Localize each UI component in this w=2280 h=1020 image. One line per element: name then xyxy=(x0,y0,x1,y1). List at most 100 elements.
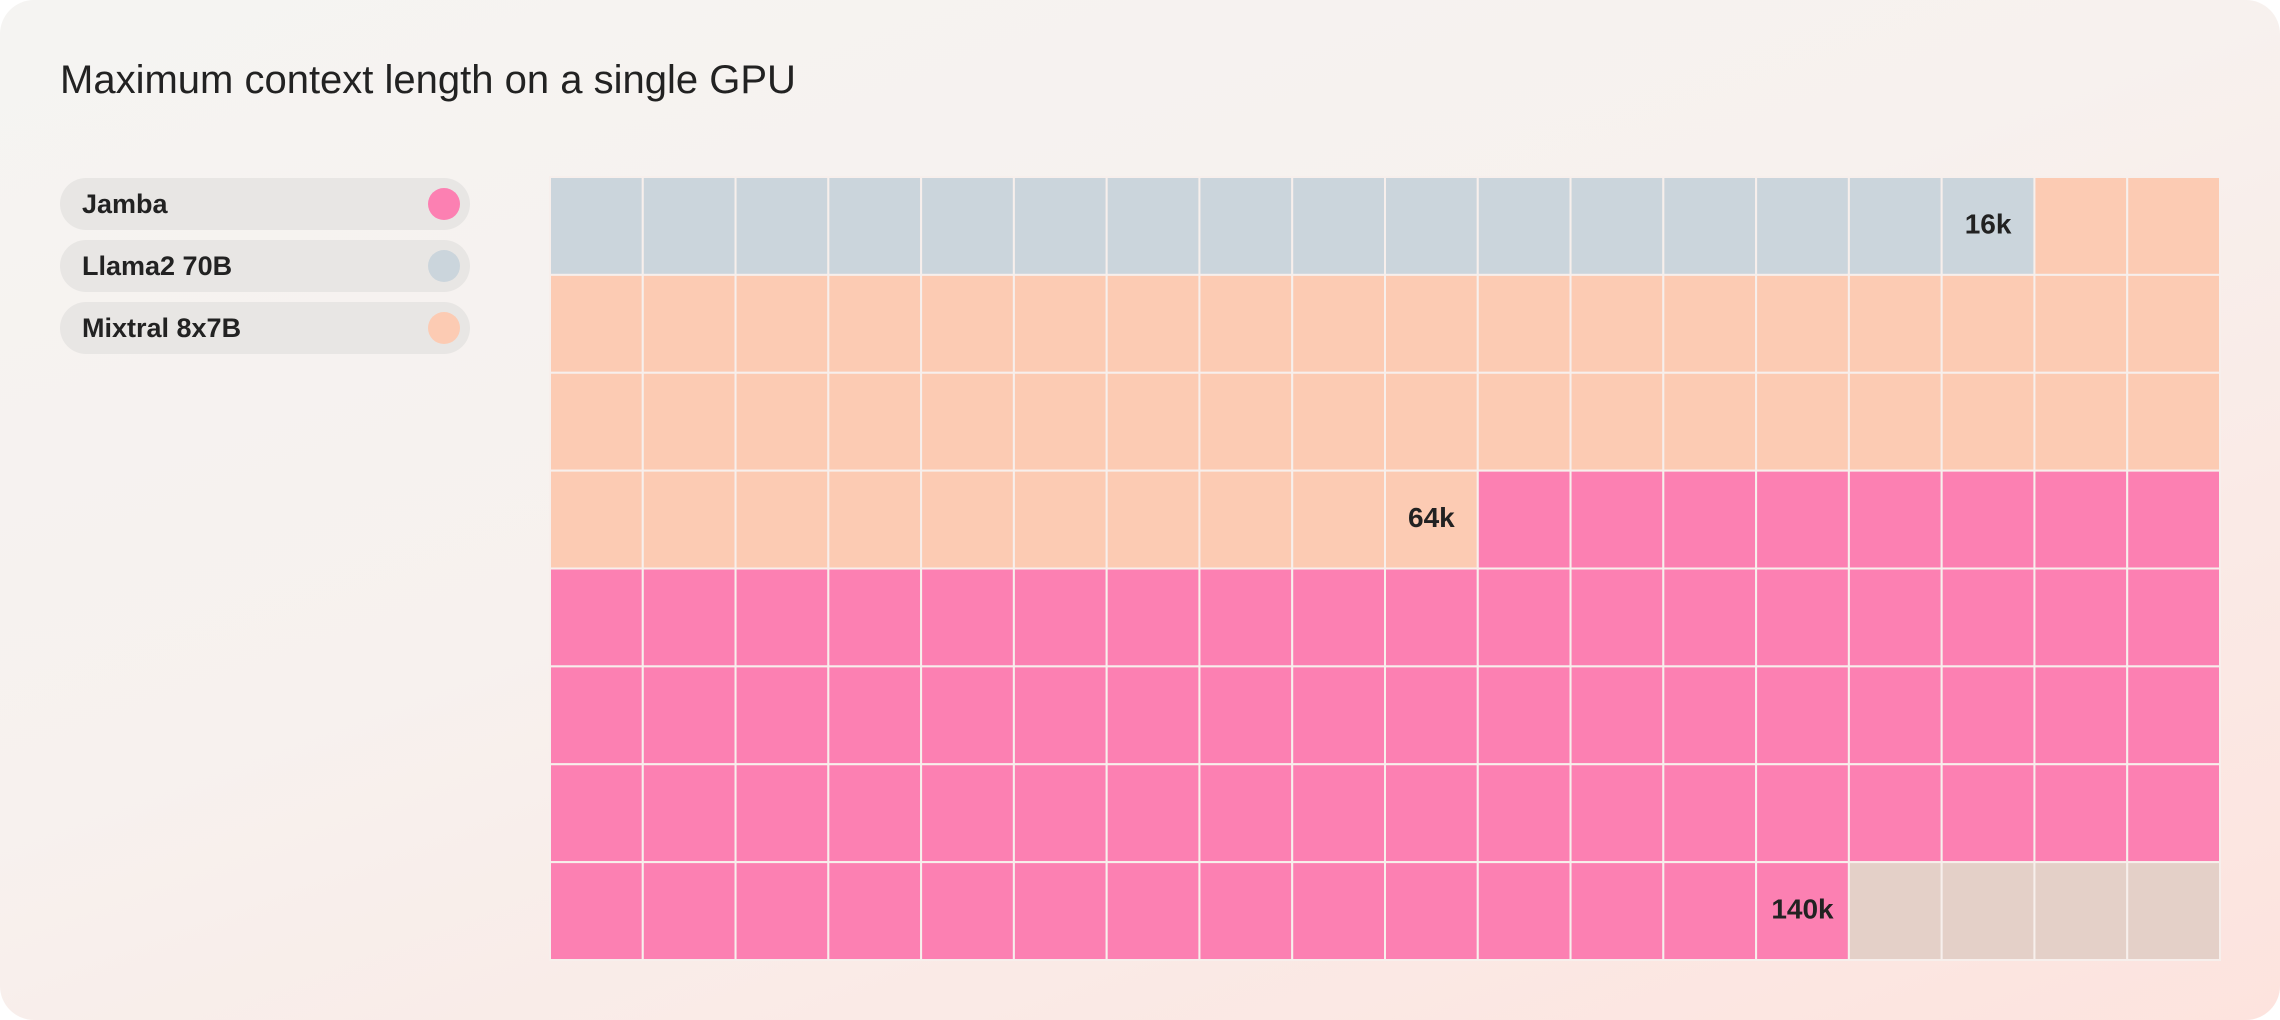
waffle-cell xyxy=(2126,371,2221,472)
waffle-cell xyxy=(2126,273,2221,374)
waffle-cell xyxy=(1291,176,1386,276)
waffle-cell xyxy=(549,273,644,374)
waffle-cell xyxy=(1847,176,1943,276)
waffle-cell xyxy=(1198,371,1294,472)
waffle-cell xyxy=(641,861,737,961)
waffle-cell xyxy=(1569,273,1665,374)
legend-item: Mixtral 8x7B xyxy=(60,302,470,354)
waffle-cell xyxy=(734,273,830,374)
waffle-cell xyxy=(1198,861,1294,961)
waffle-cell xyxy=(641,371,737,472)
waffle-cell xyxy=(1012,469,1108,570)
legend-swatch xyxy=(428,312,460,344)
waffle-cell xyxy=(1569,567,1665,668)
waffle-cell xyxy=(1847,763,1943,864)
waffle-cell xyxy=(1569,763,1665,864)
waffle-cell xyxy=(1291,469,1386,570)
waffle-cell xyxy=(1847,469,1943,570)
waffle-cell xyxy=(641,176,737,276)
waffle-cell xyxy=(1012,371,1108,472)
legend-item: Llama2 70B xyxy=(60,240,470,292)
waffle-cell xyxy=(1847,665,1943,766)
waffle-cell xyxy=(1384,567,1479,668)
value-label: 64k xyxy=(1408,502,1455,533)
waffle-cell xyxy=(1940,273,2036,374)
empty-cell xyxy=(2033,861,2129,961)
waffle-cell xyxy=(827,469,923,570)
waffle-cell xyxy=(2033,371,2129,472)
waffle-cell xyxy=(1198,567,1294,668)
empty-cell xyxy=(1940,861,2036,961)
waffle-cell xyxy=(827,665,923,766)
waffle-cell xyxy=(1569,665,1665,766)
waffle-cell xyxy=(827,567,923,668)
waffle-cell xyxy=(1569,861,1665,961)
waffle-cell xyxy=(1291,567,1386,668)
waffle-cell xyxy=(920,567,1015,668)
waffle-cell xyxy=(827,176,923,276)
waffle-cell xyxy=(1476,469,1572,570)
waffle-cell xyxy=(1198,469,1294,570)
waffle-cell xyxy=(920,176,1015,276)
legend-swatch xyxy=(428,188,460,220)
waffle-cell xyxy=(734,176,830,276)
waffle-cell xyxy=(1476,371,1572,472)
waffle-cell xyxy=(1940,469,2036,570)
waffle-cell xyxy=(734,763,830,864)
waffle-cell xyxy=(641,469,737,570)
waffle-cell xyxy=(1105,176,1201,276)
waffle-cell xyxy=(2126,665,2221,766)
waffle-cell xyxy=(1755,469,1850,570)
waffle-cell xyxy=(1662,665,1758,766)
waffle-cell xyxy=(1291,665,1386,766)
waffle-cell xyxy=(2126,567,2221,668)
waffle-cell xyxy=(1105,371,1201,472)
waffle-cell xyxy=(1012,273,1108,374)
waffle-cell xyxy=(641,763,737,864)
waffle-cell xyxy=(1012,567,1108,668)
value-label: 140k xyxy=(1771,893,1834,924)
empty-cell xyxy=(1847,861,1943,961)
waffle-cell xyxy=(1291,861,1386,961)
waffle-cell xyxy=(1105,861,1201,961)
waffle-cell xyxy=(549,176,644,276)
waffle-cell xyxy=(1755,273,1850,374)
waffle-cell xyxy=(1847,567,1943,668)
waffle-cell xyxy=(1291,371,1386,472)
waffle-cell xyxy=(1105,567,1201,668)
waffle-cell xyxy=(1662,176,1758,276)
waffle-cell xyxy=(1755,763,1850,864)
waffle-cell xyxy=(1105,273,1201,374)
waffle-cell xyxy=(1012,861,1108,961)
waffle-cell xyxy=(2033,273,2129,374)
chart-title: Maximum context length on a single GPU xyxy=(60,58,796,102)
waffle-cell xyxy=(1940,371,2036,472)
waffle-cell xyxy=(920,861,1015,961)
waffle-cell xyxy=(920,469,1015,570)
waffle-cell xyxy=(1569,469,1665,570)
waffle-cell xyxy=(2033,176,2129,276)
waffle-cell xyxy=(549,861,644,961)
waffle-cell xyxy=(1755,371,1850,472)
waffle-cell xyxy=(1476,665,1572,766)
waffle-cell xyxy=(1198,176,1294,276)
waffle-cell xyxy=(1662,861,1758,961)
waffle-cell xyxy=(2126,469,2221,570)
waffle-cell xyxy=(1012,176,1108,276)
waffle-cell xyxy=(920,273,1015,374)
waffle-cell xyxy=(1384,273,1479,374)
waffle-cell xyxy=(1384,176,1479,276)
waffle-cell xyxy=(1384,763,1479,864)
waffle-cell xyxy=(2033,567,2129,668)
waffle-cell xyxy=(1847,371,1943,472)
legend-label: Mixtral 8x7B xyxy=(82,313,242,343)
waffle-cell xyxy=(1384,861,1479,961)
waffle-cell xyxy=(734,861,830,961)
waffle-cell xyxy=(1012,665,1108,766)
waffle-cell xyxy=(1755,665,1850,766)
waffle-cell xyxy=(734,469,830,570)
waffle-cell xyxy=(1291,273,1386,374)
waffle-cell xyxy=(1940,665,2036,766)
